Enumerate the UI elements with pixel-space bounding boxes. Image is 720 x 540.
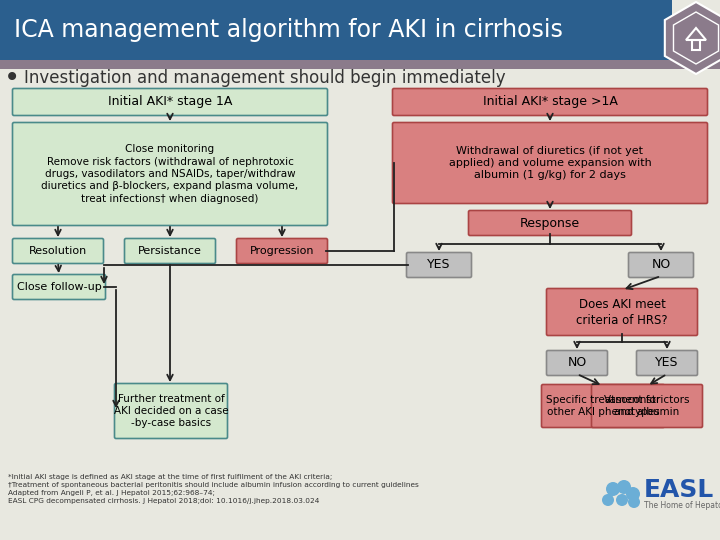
Text: YES: YES: [655, 356, 679, 369]
Text: The Home of Hepatology: The Home of Hepatology: [644, 502, 720, 510]
Text: Resolution: Resolution: [29, 246, 87, 256]
Text: NO: NO: [652, 259, 670, 272]
Text: ICA management algorithm for AKI in cirrhosis: ICA management algorithm for AKI in cirr…: [14, 18, 563, 42]
Circle shape: [626, 487, 640, 501]
Text: Progression: Progression: [250, 246, 314, 256]
Text: Close follow-up: Close follow-up: [17, 282, 102, 292]
FancyBboxPatch shape: [629, 253, 693, 278]
FancyBboxPatch shape: [12, 123, 328, 226]
Text: Initial AKI* stage 1A: Initial AKI* stage 1A: [108, 96, 232, 109]
Text: YES: YES: [427, 259, 451, 272]
Text: Close monitoring
Remove risk factors (withdrawal of nephrotoxic
drugs, vasodilat: Close monitoring Remove risk factors (wi…: [42, 144, 299, 204]
FancyBboxPatch shape: [407, 253, 472, 278]
FancyBboxPatch shape: [636, 350, 698, 375]
FancyBboxPatch shape: [12, 239, 104, 264]
FancyBboxPatch shape: [12, 89, 328, 116]
Bar: [692, 40, 700, 50]
Circle shape: [628, 496, 640, 508]
FancyBboxPatch shape: [546, 350, 608, 375]
Text: Further treatment of
AKI decided on a case
-by-case basics: Further treatment of AKI decided on a ca…: [114, 394, 228, 428]
Text: •: •: [4, 64, 20, 92]
Circle shape: [617, 480, 631, 494]
FancyBboxPatch shape: [546, 288, 698, 335]
FancyBboxPatch shape: [392, 89, 708, 116]
FancyBboxPatch shape: [392, 123, 708, 204]
FancyBboxPatch shape: [125, 239, 215, 264]
Polygon shape: [665, 2, 720, 74]
Circle shape: [602, 494, 614, 506]
FancyBboxPatch shape: [541, 384, 665, 428]
Bar: [0, 0, 672, 60]
FancyBboxPatch shape: [469, 211, 631, 235]
Bar: [0, 60, 720, 69]
FancyBboxPatch shape: [236, 239, 328, 264]
FancyBboxPatch shape: [114, 383, 228, 438]
Text: *Initial AKI stage is defined as AKI stage at the time of first fulfilment of th: *Initial AKI stage is defined as AKI sta…: [8, 474, 419, 504]
Text: Specific treatment for
other AKI phenotypes: Specific treatment for other AKI phenoty…: [546, 395, 660, 417]
Text: Withdrawal of diuretics (if not yet
applied) and volume expansion with
albumin (: Withdrawal of diuretics (if not yet appl…: [449, 146, 652, 180]
Circle shape: [616, 494, 628, 506]
FancyBboxPatch shape: [12, 274, 106, 300]
Text: Initial AKI* stage >1A: Initial AKI* stage >1A: [482, 96, 618, 109]
Text: Persistance: Persistance: [138, 246, 202, 256]
Circle shape: [606, 482, 620, 496]
FancyBboxPatch shape: [592, 384, 703, 428]
Text: Investigation and management should begin immediately: Investigation and management should begi…: [24, 69, 505, 87]
Text: NO: NO: [567, 356, 587, 369]
Text: Vasoconstrictors
and albumin: Vasoconstrictors and albumin: [604, 395, 690, 417]
Text: Response: Response: [520, 217, 580, 230]
Text: Does AKI meet
criteria of HRS?: Does AKI meet criteria of HRS?: [576, 298, 668, 327]
Text: EASL: EASL: [644, 478, 714, 502]
